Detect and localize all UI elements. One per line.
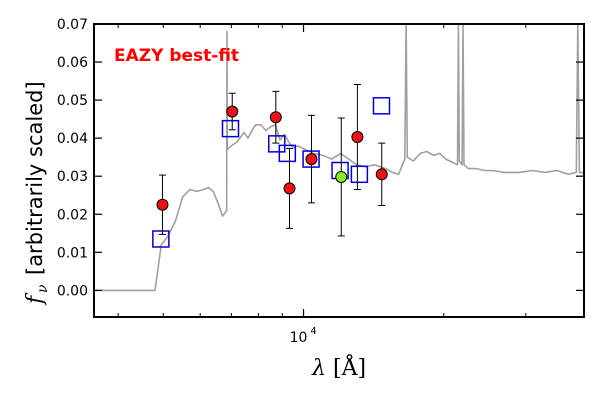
y-tick-label: 0.06: [57, 55, 88, 71]
sed-template-line: [94, 24, 584, 292]
observed-flux-point: [351, 131, 364, 144]
annotation-eazy-best-fit: EAZY best-fit: [114, 46, 239, 66]
x-axis-label-unit: [Å]: [333, 353, 366, 381]
x-axis-label: λ [Å]: [311, 353, 366, 381]
y-axis-label-symbol: f: [23, 292, 48, 306]
y-axis-label: f ν [arbitrarily scaled]: [23, 81, 51, 306]
model-flux-square: [372, 97, 391, 115]
plot-area: [94, 24, 584, 292]
highlight-flux-point: [335, 170, 348, 183]
observed-flux-point: [283, 182, 296, 195]
y-axis-label-subscript: ν: [35, 284, 51, 293]
observed-flux-point: [226, 105, 239, 118]
x-tick-label: 10: [290, 330, 308, 346]
observed-flux-point: [375, 168, 388, 181]
x-axis-label-symbol: λ: [311, 356, 326, 381]
y-tick-label: 0.04: [57, 131, 88, 147]
model-flux-square: [221, 119, 240, 138]
plot-content: [94, 24, 584, 292]
x-tick-label-exponent: 4: [310, 326, 316, 337]
axes: 0.00 0.01 0.02 0.03 0.04 0.05 0.06 0.07 10 4: [57, 17, 585, 346]
y-tick-label: 0.00: [57, 283, 88, 299]
plot-frame: [93, 23, 585, 318]
y-tick-label: 0.02: [57, 207, 88, 223]
y-tick-label: 0.03: [57, 169, 88, 185]
y-tick-label: 0.05: [57, 93, 88, 109]
observed-flux-point: [269, 111, 282, 124]
y-axis-label-text: [arbitrarily scaled]: [23, 81, 47, 275]
y-tick-label: 0.07: [57, 17, 88, 33]
model-flux-square: [278, 144, 297, 163]
model-flux-square: [267, 135, 286, 153]
model-flux-square: [152, 230, 170, 248]
y-tick-label: 0.01: [57, 245, 88, 261]
observed-flux-point: [156, 198, 169, 211]
model-flux-square: [350, 165, 369, 184]
observed-flux-point: [305, 153, 318, 166]
